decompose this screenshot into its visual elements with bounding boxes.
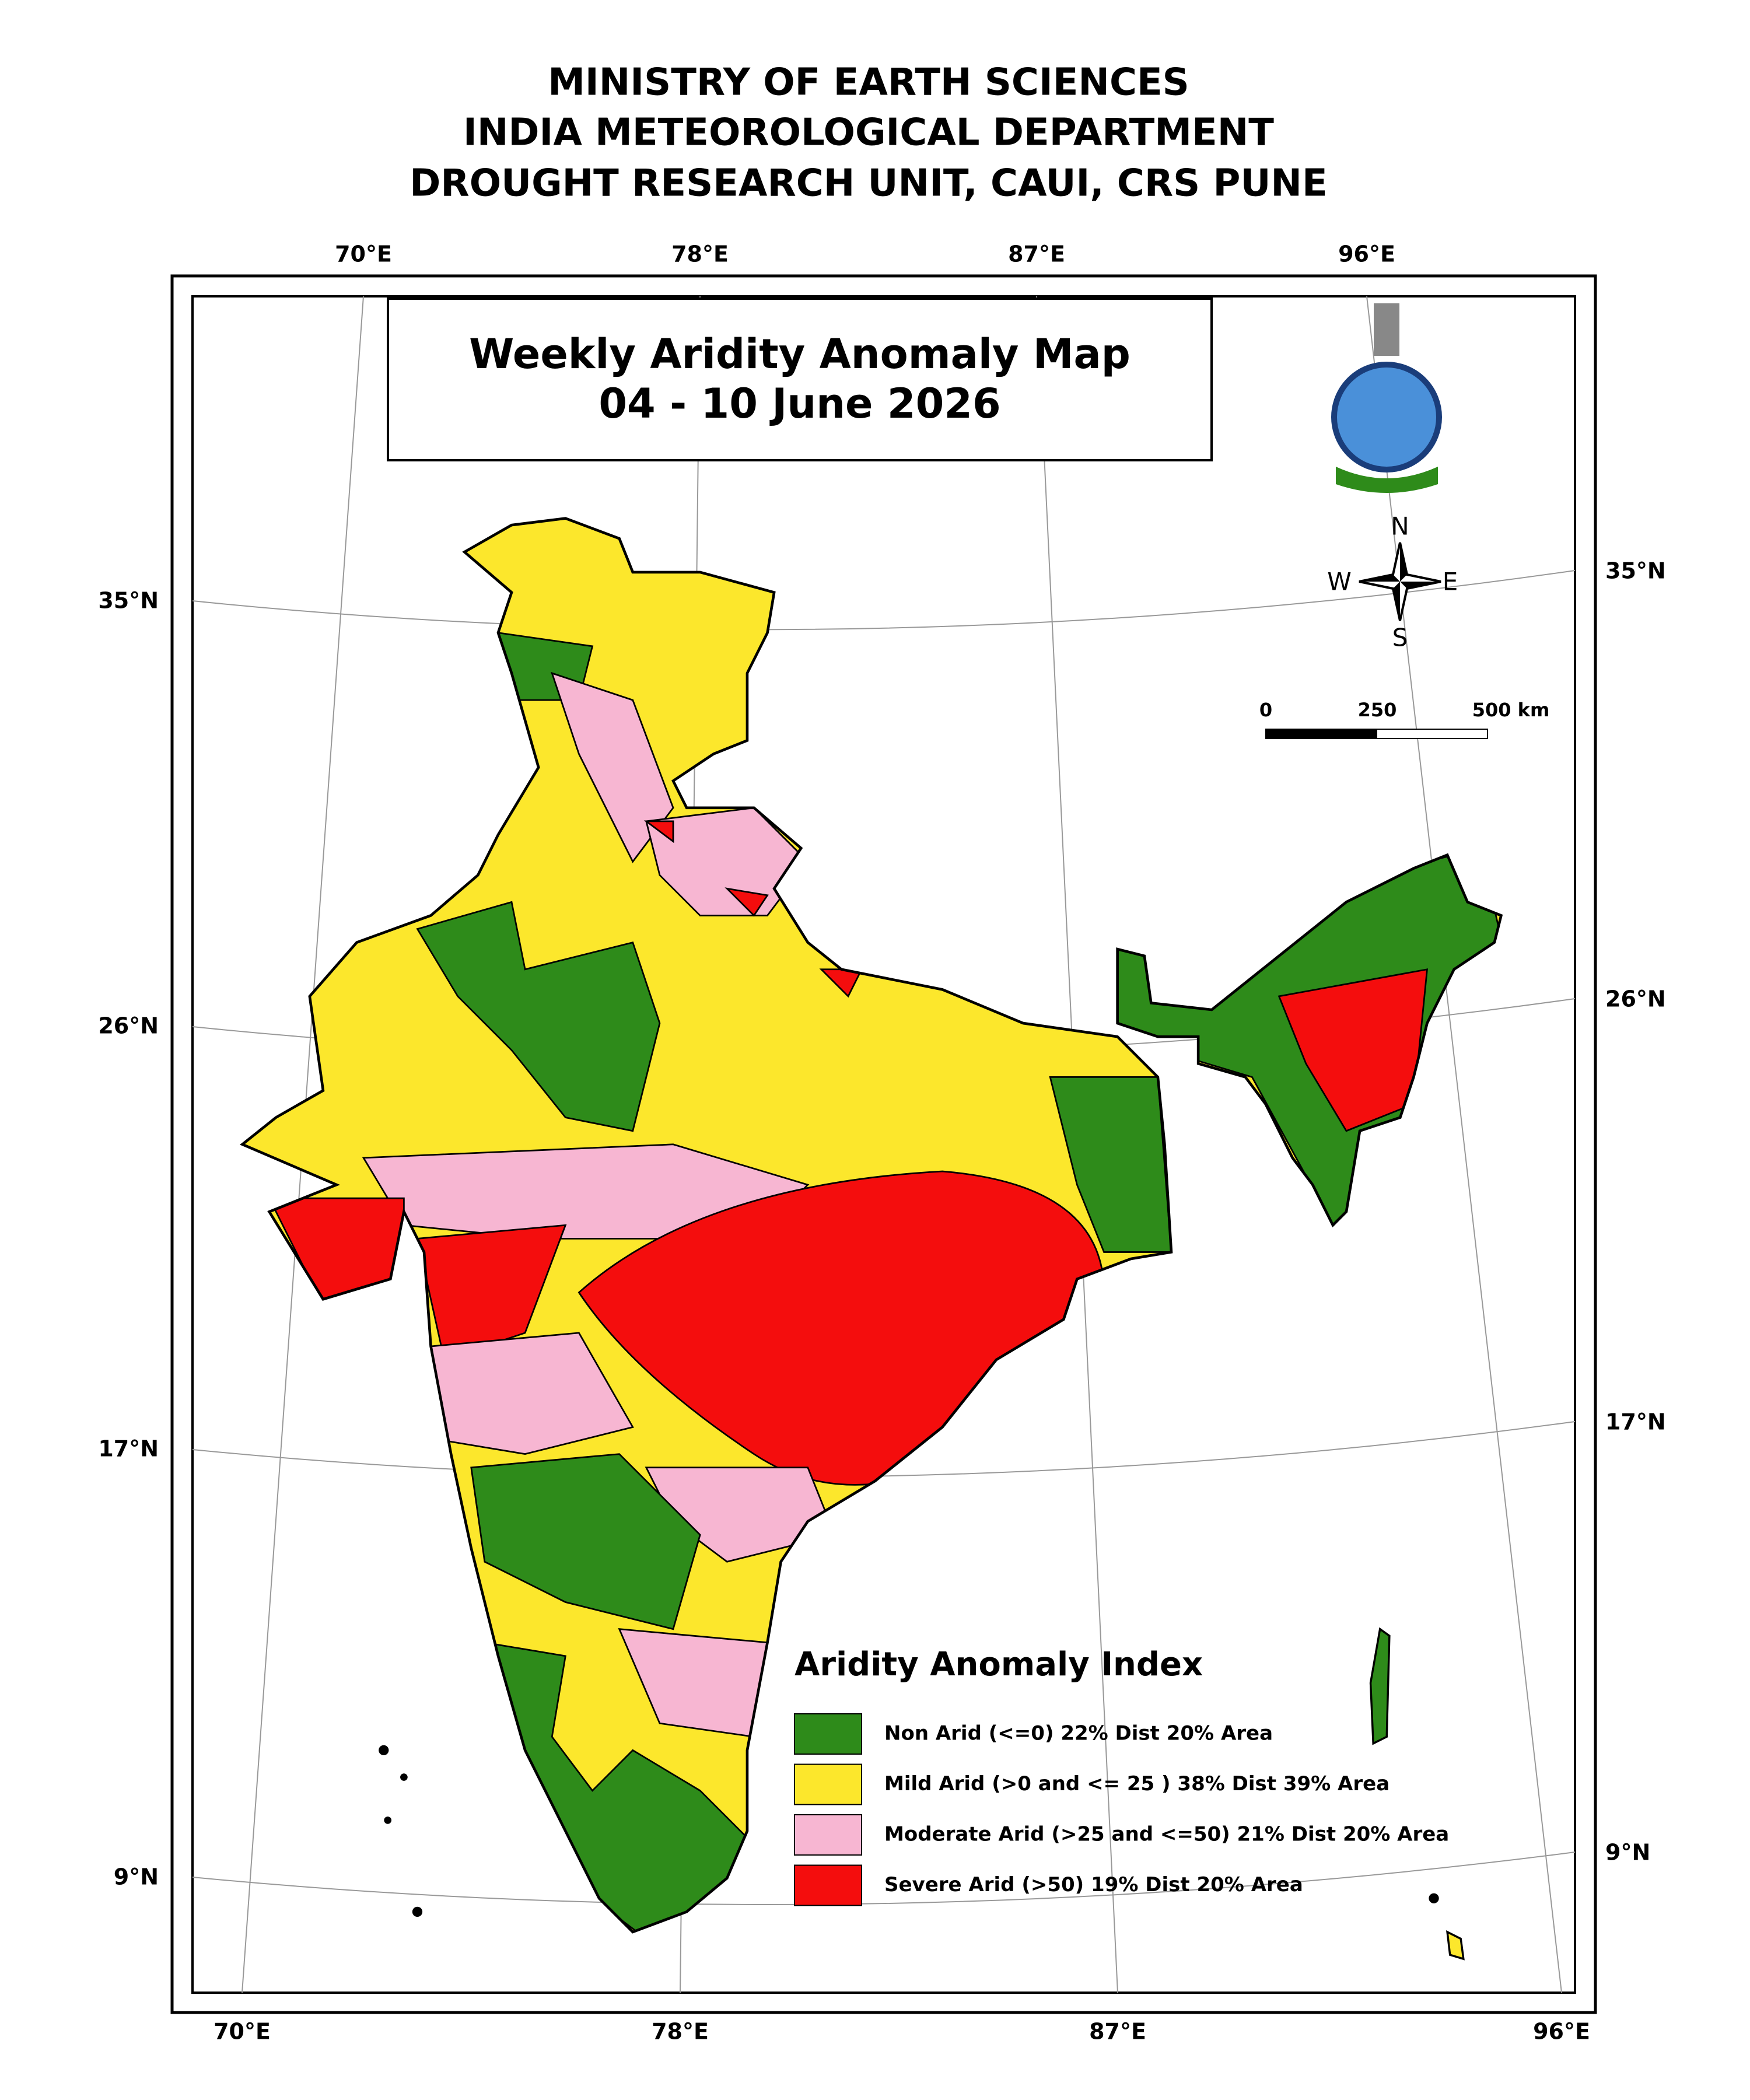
parallel bbox=[192, 570, 1576, 631]
region-severe bbox=[416, 1224, 567, 1361]
inner-frame bbox=[191, 295, 1576, 1994]
graticule-label: 35°N bbox=[98, 588, 159, 614]
logo-ribbon bbox=[1336, 467, 1438, 493]
graticule-label: 70°E bbox=[214, 2019, 271, 2045]
legend-swatch bbox=[794, 1814, 862, 1856]
island bbox=[1446, 1930, 1465, 1961]
graticule-label: 78°E bbox=[652, 2019, 709, 2045]
region-severe bbox=[1278, 968, 1429, 1132]
graticule-label: 87°E bbox=[1008, 242, 1065, 267]
graticule-label: 17°N bbox=[1605, 1409, 1666, 1435]
emblem bbox=[1374, 303, 1399, 356]
compass-fill bbox=[1359, 542, 1441, 621]
graticule-label: 26°N bbox=[1605, 986, 1666, 1012]
legend-label: Moderate Arid (>25 and <=50) 21% Dist 20… bbox=[884, 1823, 1449, 1846]
graticule-label: 9°N bbox=[1605, 1840, 1650, 1866]
legend-swatch bbox=[794, 1864, 862, 1906]
scale-bar bbox=[1265, 729, 1488, 739]
graticule-label: 26°N bbox=[98, 1013, 159, 1039]
graticule-label: 35°N bbox=[1605, 558, 1666, 584]
compass-e: E bbox=[1443, 568, 1458, 596]
legend-label: Severe Arid (>50) 19% Dist 20% Area bbox=[884, 1873, 1303, 1896]
graticule-label: 96°E bbox=[1338, 242, 1395, 267]
region-severe bbox=[268, 1197, 405, 1307]
header-line: INDIA METEOROLOGICAL DEPARTMENT bbox=[463, 111, 1274, 155]
island bbox=[412, 1906, 423, 1917]
map-title: Weekly Aridity Anomaly Map bbox=[469, 330, 1130, 378]
scale-label: 500 km bbox=[1472, 699, 1550, 721]
scale-segment bbox=[1376, 729, 1488, 739]
meridian bbox=[1366, 296, 1562, 1993]
compass-s: S bbox=[1392, 624, 1408, 652]
graticule-label: 70°E bbox=[335, 242, 392, 267]
region-non-arid bbox=[470, 1453, 701, 1630]
compass-w: W bbox=[1327, 568, 1352, 596]
graticule-label: 17°N bbox=[98, 1436, 159, 1462]
graticule-label: 96°E bbox=[1533, 2019, 1590, 2045]
imd-logo bbox=[1331, 303, 1442, 493]
header-line: DROUGHT RESEARCH UNIT, CAUI, CRS PUNE bbox=[410, 162, 1327, 205]
legend-label: Non Arid (<=0) 22% Dist 20% Area bbox=[884, 1722, 1273, 1745]
islands bbox=[379, 1627, 1465, 1961]
island bbox=[1429, 1893, 1439, 1903]
island bbox=[1369, 1627, 1391, 1745]
outer-frame bbox=[170, 274, 1597, 2014]
parallel bbox=[192, 1852, 1576, 1905]
region-non-arid bbox=[416, 901, 661, 1132]
compass bbox=[1359, 542, 1441, 621]
island bbox=[379, 1745, 389, 1756]
legend-label: Mild Arid (>0 and <= 25 ) 38% Dist 39% A… bbox=[884, 1772, 1390, 1796]
scale-segment bbox=[1265, 729, 1377, 739]
graticule-label: 9°N bbox=[114, 1864, 159, 1890]
legend-swatch bbox=[794, 1713, 862, 1755]
scale-label: 250 bbox=[1358, 699, 1397, 721]
india-outline bbox=[239, 517, 1503, 1934]
graticule-label: 78°E bbox=[671, 242, 729, 267]
scale-label: 0 bbox=[1259, 699, 1272, 721]
india-map bbox=[242, 518, 1502, 1932]
title-box bbox=[387, 298, 1213, 461]
map-subtitle: 04 - 10 June 2026 bbox=[598, 380, 1000, 428]
header-line: MINISTRY OF EARTH SCIENCES bbox=[548, 61, 1189, 104]
legend-title: Aridity Anomaly Index bbox=[794, 1646, 1203, 1684]
graticule-label: 87°E bbox=[1089, 2019, 1146, 2045]
logo-circle bbox=[1331, 362, 1442, 473]
island bbox=[384, 1817, 392, 1824]
region-non-arid bbox=[1049, 1076, 1172, 1253]
legend-swatch bbox=[794, 1763, 862, 1805]
compass-n: N bbox=[1391, 512, 1409, 541]
legend: Non Arid (<=0) 22% Dist 20% Area Mild Ari… bbox=[794, 1713, 1449, 1906]
island bbox=[400, 1773, 408, 1781]
